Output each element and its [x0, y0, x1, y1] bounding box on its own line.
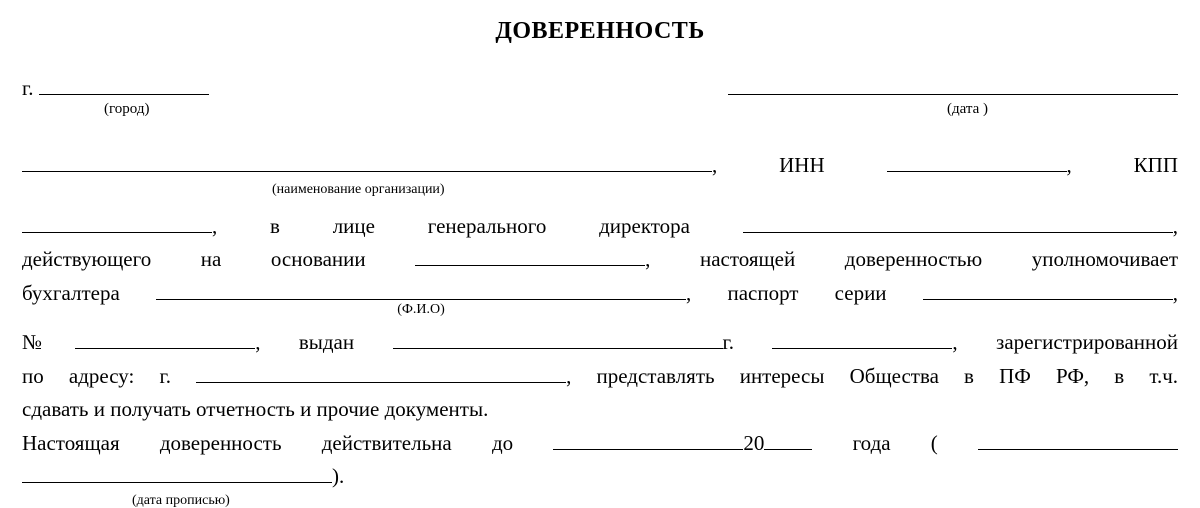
valid-year-blank[interactable]: [764, 428, 812, 450]
line-passport-number: № , выдан г. , зарегистрированной: [22, 327, 1178, 359]
city-blank[interactable]: [39, 73, 209, 95]
issued-date-blank[interactable]: [772, 327, 952, 349]
registered-label: , зарегистрированной: [952, 330, 1178, 354]
line-valid: Настоящая доверенность действительна до …: [22, 428, 1178, 460]
issued-label: , выдан: [255, 330, 354, 354]
date-words-blank-1[interactable]: [978, 428, 1178, 450]
represent-label: , представлять интересы Общества в ПФ РФ…: [566, 364, 1178, 388]
header-captions: (город) (дата ): [22, 101, 1178, 118]
line-address: по адресу: г. , представлять интересы Об…: [22, 361, 1178, 393]
acting-on: действующего на основании: [22, 247, 366, 271]
paren-open: (: [931, 431, 938, 455]
kpp-label: , КПП: [1067, 153, 1178, 177]
doc-title: ДОВЕРЕННОСТЬ: [22, 18, 1178, 45]
org-blank[interactable]: [22, 150, 712, 172]
basis-blank[interactable]: [415, 244, 645, 266]
director-blank[interactable]: [743, 211, 1173, 233]
accountant-label: бухгалтера: [22, 281, 120, 305]
authorizes: настоящей доверенностью уполномочивает: [700, 247, 1178, 271]
kpp-blank[interactable]: [22, 211, 212, 233]
inn-label: , ИНН: [712, 153, 825, 177]
line-date-words: ).: [22, 461, 1178, 493]
date-words-caption-row: (дата прописью): [22, 494, 1178, 508]
city-caption: (город): [104, 101, 149, 118]
line-accountant: бухгалтера , паспорт серии ,: [22, 278, 1178, 310]
issued-by-blank[interactable]: [393, 327, 723, 349]
inn-blank[interactable]: [887, 150, 1067, 172]
at-address-label: по адресу: г.: [22, 364, 171, 388]
number-symbol: №: [22, 330, 75, 354]
header-row: г.: [22, 73, 1178, 101]
line-basis: действующего на основании , настоящей до…: [22, 244, 1178, 276]
line-submit: сдавать и получать отчетность и прочие д…: [22, 394, 1178, 426]
submit-receive: сдавать и получать отчетность и прочие д…: [22, 397, 488, 421]
date-words-caption: (дата прописью): [132, 494, 230, 508]
date-blank[interactable]: [728, 73, 1178, 95]
passport-num-blank[interactable]: [75, 327, 255, 349]
org-caption: (наименование организации): [272, 183, 445, 197]
date-words-blank-2[interactable]: [22, 461, 332, 483]
city-prefix: г.: [22, 76, 34, 100]
paren-close: ).: [332, 464, 344, 488]
passport-series-blank[interactable]: [923, 278, 1173, 300]
year-word: года: [853, 431, 891, 455]
valid-day-blank[interactable]: [553, 428, 743, 450]
address-blank[interactable]: [196, 361, 566, 383]
passport-series-label: , паспорт серии: [686, 281, 887, 305]
year-g-1: г.: [723, 330, 735, 354]
valid-until-label: Настоящая доверенность действительна до: [22, 431, 513, 455]
fio-blank[interactable]: [156, 278, 686, 300]
twenty: 20: [743, 431, 764, 455]
line-org: , ИНН , КПП: [22, 150, 1178, 182]
in-person: в лице генерального директора: [270, 214, 690, 238]
line-director: , в лице генерального директора ,: [22, 211, 1178, 243]
date-caption: (дата ): [947, 101, 988, 118]
org-caption-row: (наименование организации): [22, 183, 1178, 197]
